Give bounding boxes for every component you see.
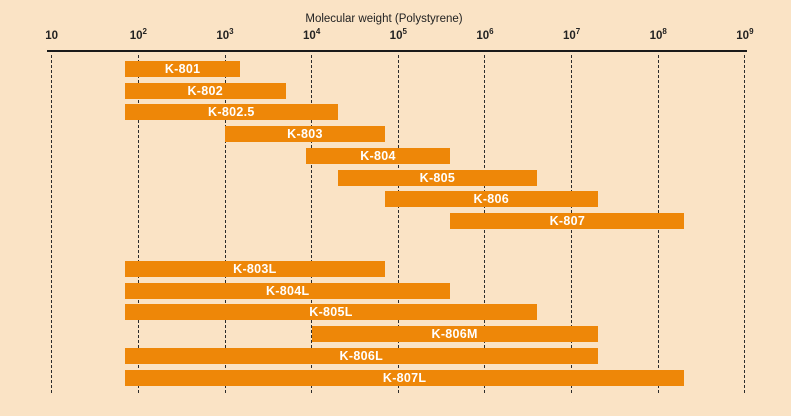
gridline-1e2: [137, 55, 139, 393]
x-tick-label-1e9: 109: [736, 27, 754, 42]
x-tick-label-1e7: 107: [562, 27, 581, 42]
x-tick-label-1e3: 103: [216, 27, 234, 42]
range-bar-label: K-802.5: [208, 105, 255, 119]
range-bar-K-805: K-805: [337, 170, 538, 186]
range-bar-K-803: K-803: [225, 126, 385, 142]
range-bar-label: K-805: [419, 171, 456, 185]
range-bar-label: K-806: [473, 192, 510, 206]
range-bar-K-803L: K-803L: [124, 261, 385, 277]
gridline-1e9: [744, 55, 746, 393]
x-tick-label-1e6: 106: [476, 27, 494, 42]
range-bar-K-806: K-806: [384, 191, 598, 207]
range-bar-K-804L: K-804L: [124, 283, 451, 299]
range-bar-label: K-802: [187, 84, 223, 98]
x-tick-label-1e8: 108: [649, 27, 667, 42]
chart-title: Molecular weight (Polystyrene): [305, 13, 463, 25]
range-bar-K-802.5: K-802.5: [124, 104, 338, 120]
range-bar-label: K-807L: [382, 371, 427, 385]
range-bar-K-807L: K-807L: [124, 370, 685, 386]
range-bar-label: K-803L: [233, 262, 277, 276]
range-bar-label: K-807: [549, 214, 586, 228]
range-bar-K-802: K-802: [124, 83, 286, 99]
range-bar-label: K-804L: [265, 284, 310, 298]
range-bar-K-806M: K-806M: [311, 326, 598, 342]
x-tick-label-1e4: 104: [303, 27, 321, 42]
gridline-1e1: [51, 55, 53, 393]
gridline-1e5: [397, 55, 399, 393]
range-bar-label: K-806M: [431, 327, 478, 341]
range-bar-label: K-801: [164, 62, 201, 76]
x-tick-label-1e2: 102: [129, 27, 147, 42]
range-bar-K-807: K-807: [450, 213, 685, 229]
range-bar-label: K-806L: [339, 349, 384, 363]
range-bar-K-801: K-801: [124, 61, 241, 77]
range-bar-K-805L: K-805L: [124, 304, 538, 320]
gridline-1e4: [311, 55, 313, 393]
gridline-1e3: [224, 55, 226, 393]
range-bar-label: K-804: [360, 149, 396, 163]
x-tick-label-1e5: 105: [389, 27, 407, 42]
x-tick-label-1e1: 10: [45, 30, 59, 42]
range-bar-label: K-803: [287, 127, 323, 141]
range-bar-K-804: K-804: [305, 148, 451, 164]
x-axis-line: [47, 50, 747, 52]
range-bar-label: K-805L: [309, 305, 353, 319]
range-bar-K-806L: K-806L: [124, 348, 598, 364]
